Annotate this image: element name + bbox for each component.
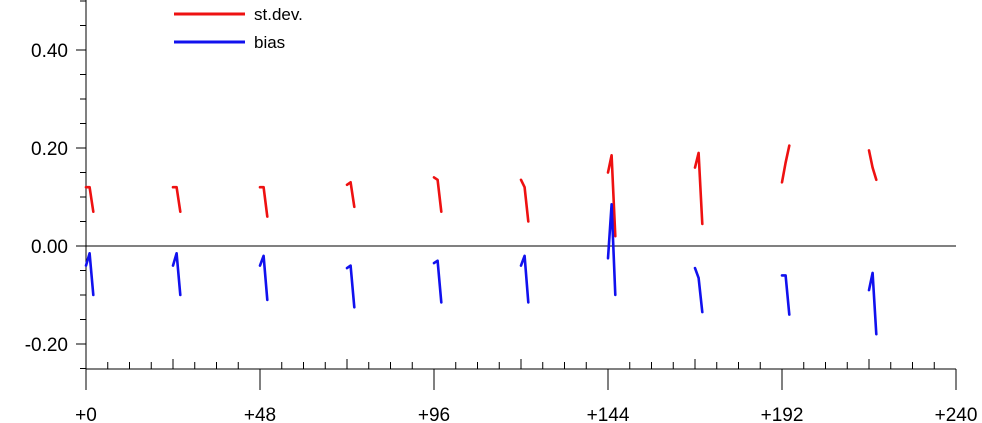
series-segment [345, 264, 356, 309]
series-st-dev [84, 144, 878, 238]
series-segment [171, 185, 182, 213]
series-segment [84, 252, 95, 297]
axes: -0.20 0.00 0.20 0.40 +0 +48 +96 +144 +192 +240 [25, 0, 978, 423]
series-segment [693, 151, 704, 226]
series-segment [867, 271, 878, 336]
series-segment [867, 149, 878, 182]
series-segment [606, 203, 617, 297]
series-segment [432, 176, 443, 213]
series-segment [258, 185, 269, 218]
x-tick-label: +96 [418, 405, 450, 423]
series-segment [258, 254, 269, 302]
series-segment [345, 181, 356, 209]
series-segment [432, 259, 443, 304]
series-segment [606, 154, 617, 238]
y-tick-label: 0.00 [31, 237, 68, 258]
series-bias [84, 203, 878, 336]
series-segment [519, 178, 530, 223]
y-tick-label: -0.20 [25, 335, 68, 356]
x-tick-label: +240 [935, 405, 978, 423]
legend: st.dev. bias [174, 5, 303, 52]
series-group [84, 144, 878, 336]
y-tick-label: 0.20 [31, 139, 68, 160]
x-tick-label: +144 [587, 405, 630, 423]
series-segment [171, 252, 182, 297]
x-tick-label: +192 [761, 405, 804, 423]
y-tick-label: 0.40 [31, 41, 68, 62]
x-tick-label: +48 [244, 405, 276, 423]
series-segment [780, 144, 791, 184]
series-segment [519, 254, 530, 304]
series-segment [693, 266, 704, 314]
series-segment [84, 185, 95, 213]
x-tick-label: +0 [75, 405, 97, 423]
legend-label: bias [254, 33, 285, 52]
series-segment [780, 274, 791, 316]
legend-label: st.dev. [254, 5, 303, 24]
